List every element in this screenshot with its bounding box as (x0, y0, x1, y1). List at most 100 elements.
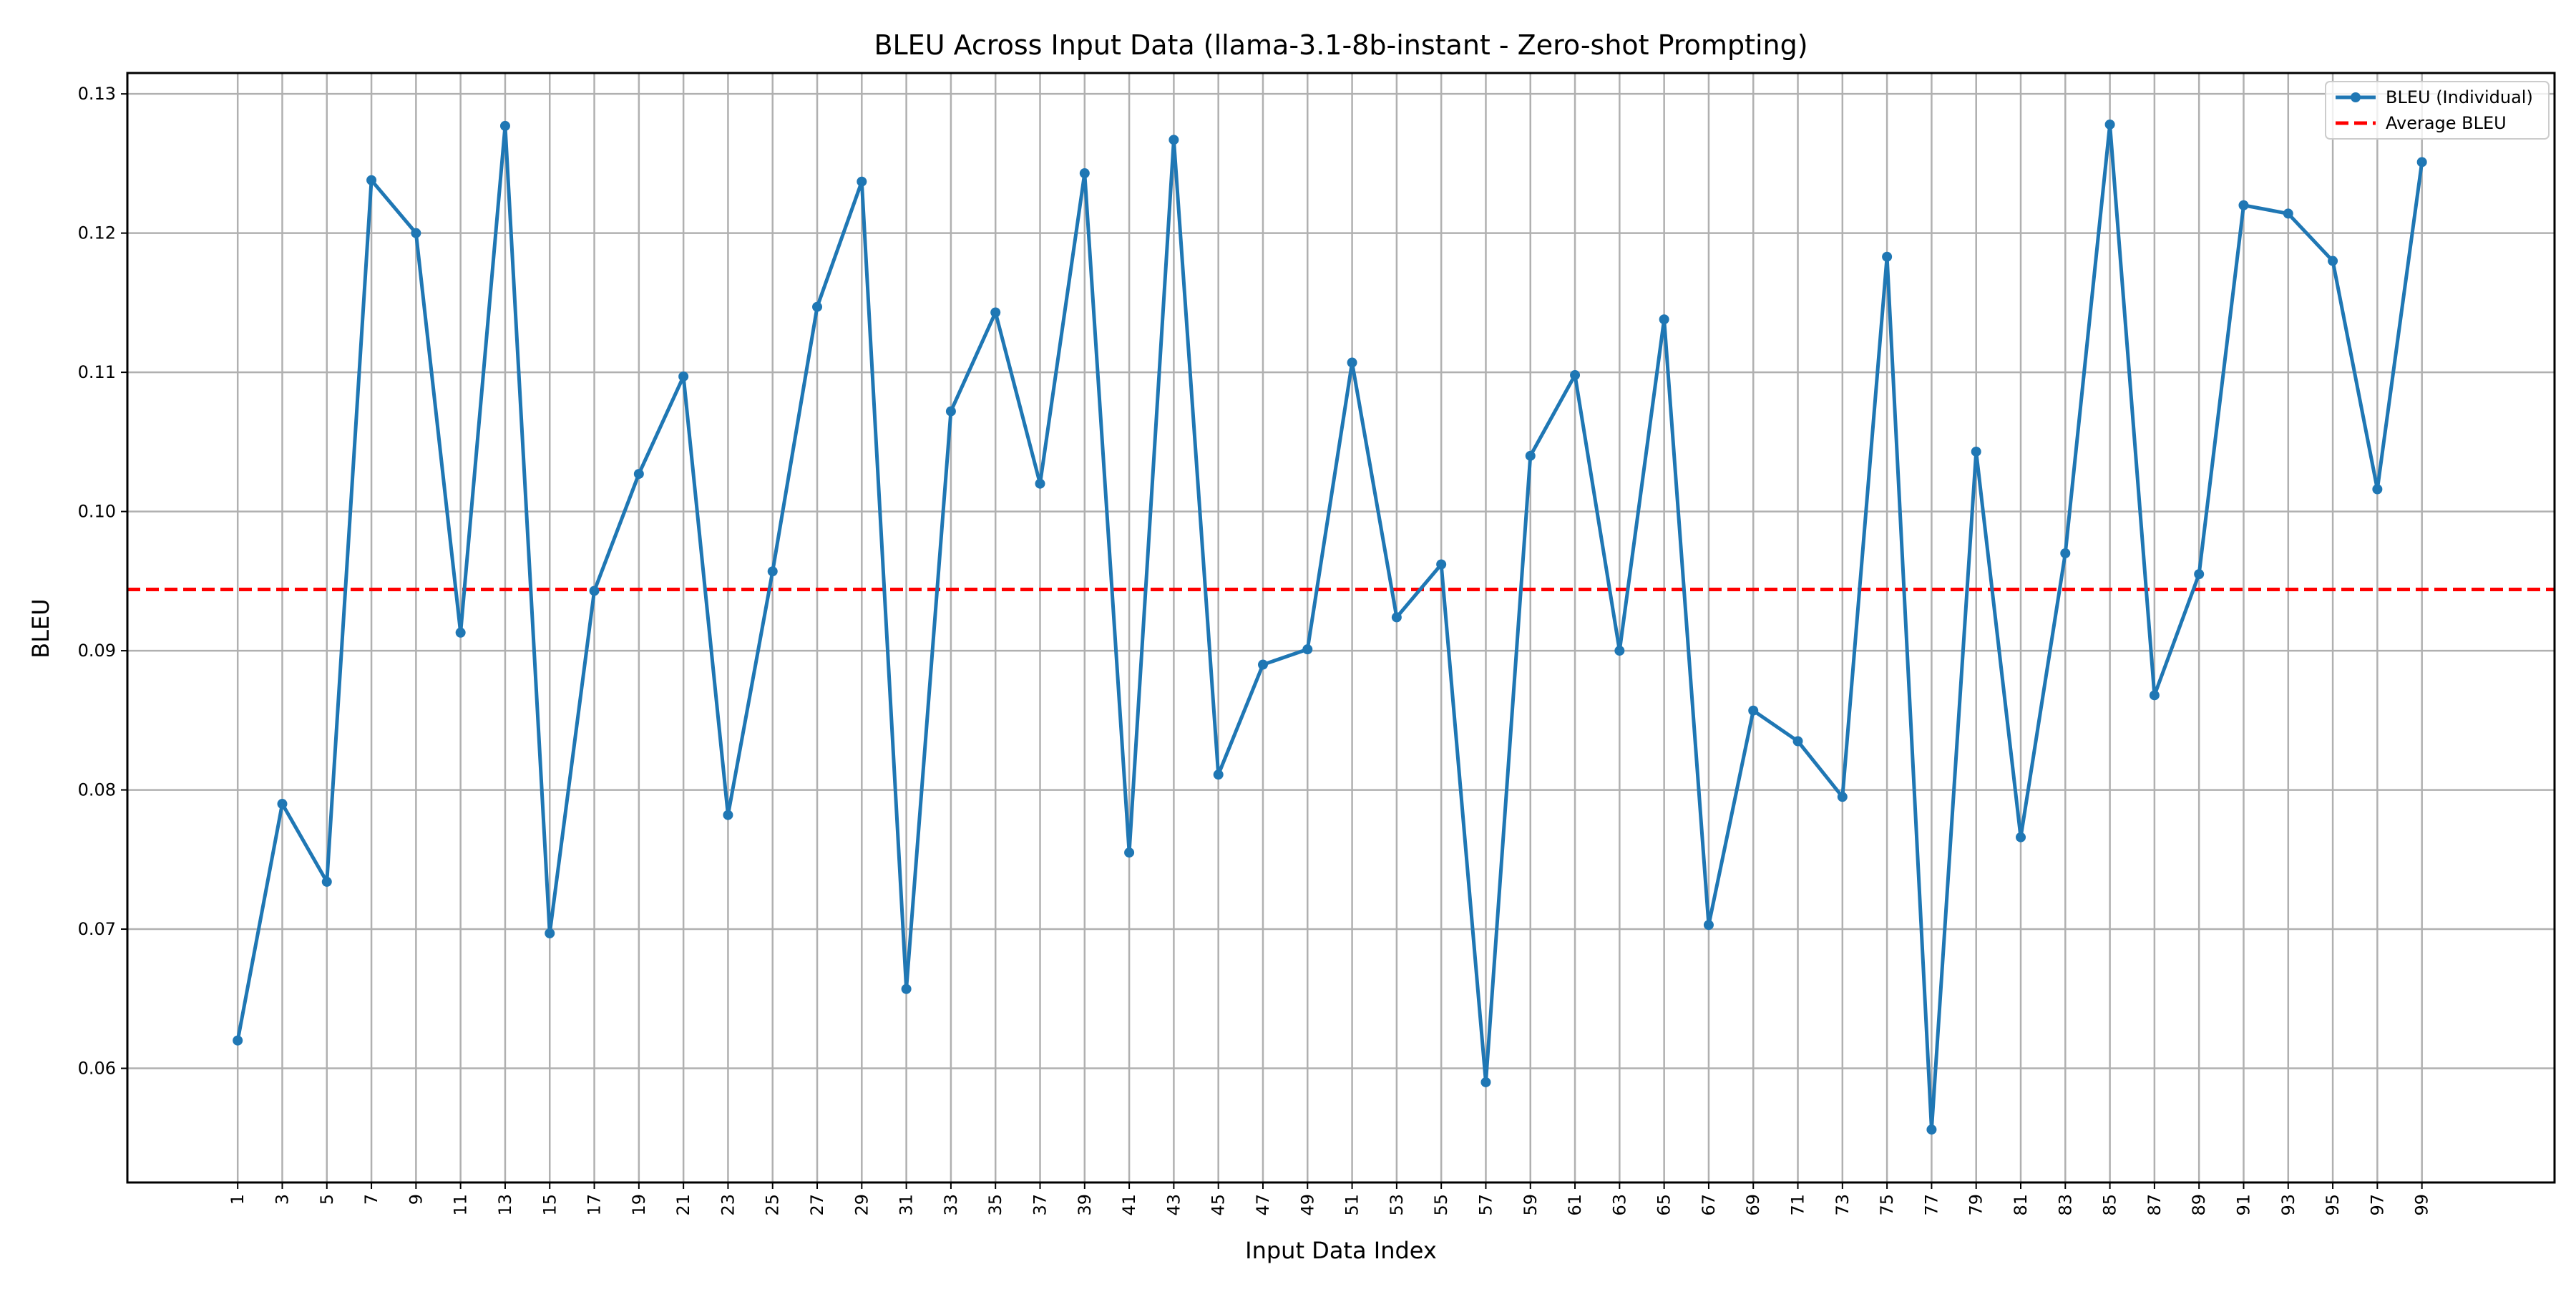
bleu-data-point (1525, 450, 1536, 461)
x-tick-label: 61 (1565, 1194, 1585, 1216)
y-tick-label: 0.11 (78, 362, 116, 382)
legend-box (2325, 81, 2550, 140)
bleu-data-point (1302, 644, 1313, 655)
bleu-individual-line (235, 122, 2424, 1132)
y-axis-label: BLEU (27, 598, 54, 658)
y-axis-ticks: 0.06 0.07 0.08 0.09 0.10 0.11 0.12 0.13 (78, 84, 127, 1079)
bleu-data-point (2372, 484, 2383, 495)
x-tick-label: 9 (406, 1194, 426, 1205)
x-tick-label: 91 (2233, 1194, 2253, 1216)
bleu-data-point (2283, 208, 2293, 219)
x-tick-label: 1 (228, 1194, 248, 1205)
bleu-data-point (277, 799, 288, 810)
legend: BLEU (Individual) Average BLEU (2325, 81, 2550, 140)
bleu-data-point (1436, 559, 1447, 570)
x-axis-ticks: 1 3 5 7 9 11 13 15 17 19 21 23 25 27 29 31 33 35 37 39 41 43 4… (228, 1182, 2432, 1216)
bleu-data-point (589, 586, 600, 596)
bleu-data-point (2149, 690, 2160, 701)
x-tick-label: 3 (272, 1194, 292, 1205)
bleu-data-point (1257, 659, 1268, 670)
x-tick-label: 69 (1743, 1194, 1763, 1216)
x-tick-label: 53 (1387, 1194, 1407, 1216)
legend-label-average-bleu: Average BLEU (2386, 113, 2507, 133)
legend-marker-bleu-individual (2351, 92, 2361, 102)
x-tick-label: 41 (1119, 1194, 1139, 1216)
bleu-data-point (321, 876, 332, 887)
bleu-data-point (545, 928, 555, 938)
bleu-data-point (678, 371, 689, 382)
x-tick-label: 85 (2100, 1194, 2120, 1216)
bleu-data-point (1971, 446, 1981, 457)
bleu-data-point (411, 228, 421, 238)
bleu-data-point (2194, 569, 2205, 580)
x-tick-label: 49 (1297, 1194, 1317, 1216)
x-tick-label: 55 (1431, 1194, 1451, 1216)
bleu-data-point (2016, 832, 2026, 842)
bleu-data-point (1347, 357, 1357, 368)
x-tick-label: 37 (1030, 1194, 1050, 1216)
x-tick-label: 27 (807, 1194, 827, 1216)
y-tick-label: 0.13 (78, 84, 116, 104)
bleu-data-point (1614, 646, 1625, 656)
x-tick-label: 25 (763, 1194, 783, 1216)
x-tick-label: 23 (718, 1194, 738, 1216)
x-tick-label: 99 (2412, 1194, 2432, 1216)
series-layer (127, 119, 2555, 1135)
x-tick-label: 17 (585, 1194, 605, 1216)
bleu-data-point (945, 406, 956, 417)
x-tick-label: 79 (1966, 1194, 1986, 1216)
x-tick-label: 87 (2145, 1194, 2165, 1216)
x-tick-label: 67 (1699, 1194, 1719, 1216)
x-tick-label: 97 (2367, 1194, 2387, 1216)
bleu-data-point (455, 627, 466, 638)
bleu-data-point (1124, 847, 1135, 858)
x-tick-label: 29 (852, 1194, 872, 1216)
bleu-data-point (812, 301, 823, 312)
bleu-data-point (901, 983, 912, 994)
bleu-data-point (857, 176, 867, 187)
x-tick-label: 5 (317, 1194, 337, 1205)
bleu-data-point (2238, 200, 2249, 210)
bleu-data-point (1035, 478, 1045, 489)
y-tick-label: 0.08 (78, 780, 116, 800)
y-tick-label: 0.06 (78, 1059, 116, 1079)
y-tick-label: 0.10 (78, 502, 116, 522)
chart-title: BLEU Across Input Data (llama-3.1-8b-ins… (874, 29, 1807, 61)
bleu-data-point (2416, 157, 2427, 167)
x-tick-label: 71 (1788, 1194, 1808, 1216)
bleu-data-point (366, 175, 377, 185)
x-tick-label: 59 (1521, 1194, 1541, 1216)
x-tick-label: 19 (629, 1194, 649, 1216)
bleu-data-point (990, 307, 1001, 318)
x-tick-label: 63 (1609, 1194, 1629, 1216)
x-tick-label: 95 (2323, 1194, 2343, 1216)
x-tick-label: 93 (2278, 1194, 2298, 1216)
bleu-data-point (1837, 792, 1848, 802)
x-tick-label: 31 (897, 1194, 917, 1216)
x-tick-label: 35 (985, 1194, 1005, 1216)
x-tick-label: 7 (361, 1194, 381, 1205)
bleu-data-point (1079, 168, 1090, 179)
x-tick-label: 89 (2189, 1194, 2209, 1216)
x-tick-label: 75 (1877, 1194, 1897, 1216)
bleu-data-point (2328, 256, 2338, 266)
x-tick-label: 39 (1075, 1194, 1095, 1216)
bleu-data-point (499, 120, 510, 131)
bleu-data-point (1169, 135, 1179, 145)
x-tick-label: 11 (451, 1194, 471, 1216)
x-axis-label: Input Data Index (1245, 1237, 1437, 1264)
plot-area-frame (126, 72, 2556, 1184)
x-tick-label: 15 (540, 1194, 560, 1216)
bleu-data-point (1926, 1125, 1937, 1135)
bleu-data-point (1748, 705, 1759, 716)
bleu-data-point (1659, 314, 1669, 325)
bleu-data-point (1882, 251, 1893, 262)
bleu-data-point (1570, 370, 1581, 381)
grid-lines (127, 73, 2555, 1182)
bleu-data-point (1391, 612, 1402, 623)
x-tick-label: 45 (1209, 1194, 1229, 1216)
x-tick-label: 47 (1253, 1194, 1273, 1216)
x-tick-label: 21 (673, 1194, 693, 1216)
